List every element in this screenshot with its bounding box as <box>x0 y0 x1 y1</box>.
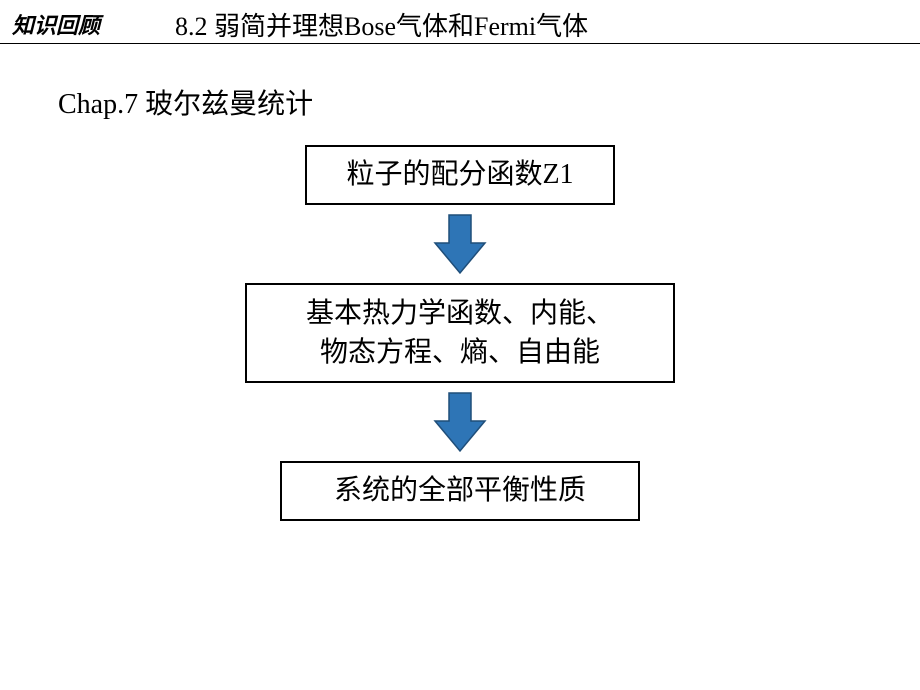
flowchart: 粒子的配分函数Z1 基本热力学函数、内能、 物态方程、熵、自由能 系统的全部平衡… <box>0 145 920 521</box>
header-title: 8.2 弱简并理想Bose气体和Fermi气体 <box>175 6 588 43</box>
slide-header: 知识回顾 8.2 弱简并理想Bose气体和Fermi气体 <box>0 0 920 44</box>
node-2-line1: 基本热力学函数、内能、 <box>306 294 614 333</box>
down-arrow-icon <box>433 213 487 275</box>
node-3-label: 系统的全部平衡性质 <box>334 471 586 510</box>
node-2-line2: 物态方程、熵、自由能 <box>320 333 600 372</box>
arrow-1 <box>433 209 487 279</box>
arrow-2 <box>433 387 487 457</box>
node-1-label: 粒子的配分函数Z1 <box>346 155 573 194</box>
chapter-title: Chap.7 玻尔兹曼统计 <box>58 82 313 122</box>
flowchart-node-3: 系统的全部平衡性质 <box>280 461 640 521</box>
down-arrow-icon <box>433 391 487 453</box>
flowchart-node-2: 基本热力学函数、内能、 物态方程、熵、自由能 <box>245 283 675 383</box>
flowchart-node-1: 粒子的配分函数Z1 <box>305 145 615 205</box>
header-label: 知识回顾 <box>12 8 100 40</box>
